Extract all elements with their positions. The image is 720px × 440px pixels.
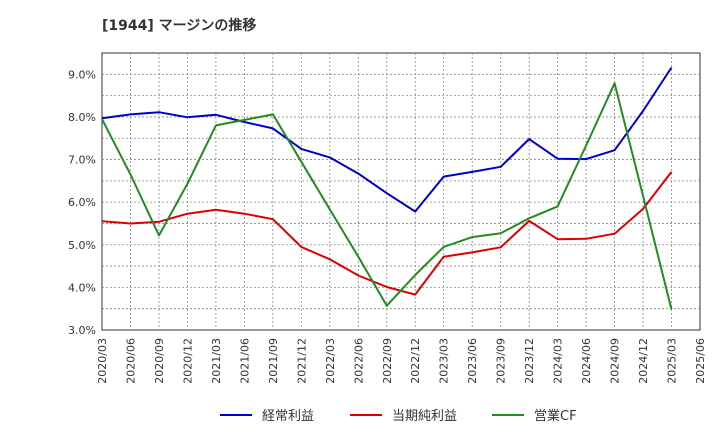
y-tick-label: 8.0% [68, 111, 96, 124]
x-tick-label: 2024/03 [552, 338, 565, 384]
x-tick-label: 2024/12 [637, 338, 650, 384]
series-line-1 [101, 171, 673, 296]
x-tick-label: 2022/09 [381, 338, 394, 384]
y-tick-label: 4.0% [68, 281, 96, 294]
y-tick-label: 5.0% [68, 239, 96, 252]
x-tick-label: 2023/12 [523, 338, 536, 384]
y-tick-label: 3.0% [68, 324, 96, 337]
x-tick-label: 2021/03 [210, 338, 223, 384]
x-axis-ticks: 2020/03 2020/06 2020/09 2020/12 2021/03 2021/… [96, 338, 707, 384]
legend-label: 営業CF [534, 408, 577, 424]
y-axis-ticks: 3.0% 4.0% 5.0% 6.0% 7.0% 8.0% 9.0% [68, 68, 96, 337]
series-line-2 [101, 82, 673, 310]
x-tick-label: 2022/12 [409, 338, 422, 384]
y-tick-label: 9.0% [68, 68, 96, 81]
x-tick-label: 2022/03 [324, 338, 337, 384]
series-lines [101, 66, 673, 310]
plot-frame [101, 52, 701, 331]
series-line-0 [101, 66, 673, 213]
plot-area [101, 52, 701, 331]
x-tick-label: 2021/12 [295, 338, 308, 384]
x-tick-label: 2025/06 [694, 338, 707, 384]
x-tick-label: 2024/09 [609, 338, 622, 384]
x-tick-label: 2020/12 [181, 338, 194, 384]
x-tick-label: 2020/06 [124, 338, 137, 384]
x-tick-label: 2022/06 [352, 338, 365, 384]
x-tick-label: 2025/03 [666, 338, 679, 384]
x-tick-label: 2020/03 [96, 338, 109, 384]
y-tick-label: 6.0% [68, 196, 96, 209]
x-tick-label: 2023/03 [438, 338, 451, 384]
chart-title: [1944] マージンの推移 [102, 17, 256, 34]
legend: 経常利益 当期純利益 営業CF [220, 408, 577, 424]
x-tick-label: 2020/09 [153, 338, 166, 384]
legend-label: 当期純利益 [392, 409, 457, 424]
x-tick-label: 2021/09 [267, 338, 280, 384]
x-tick-label: 2021/06 [238, 338, 251, 384]
x-tick-label: 2023/06 [466, 338, 479, 384]
y-tick-label: 7.0% [68, 154, 96, 167]
x-tick-label: 2023/09 [495, 338, 508, 384]
legend-label: 経常利益 [262, 409, 314, 424]
x-tick-label: 2024/06 [580, 338, 593, 384]
